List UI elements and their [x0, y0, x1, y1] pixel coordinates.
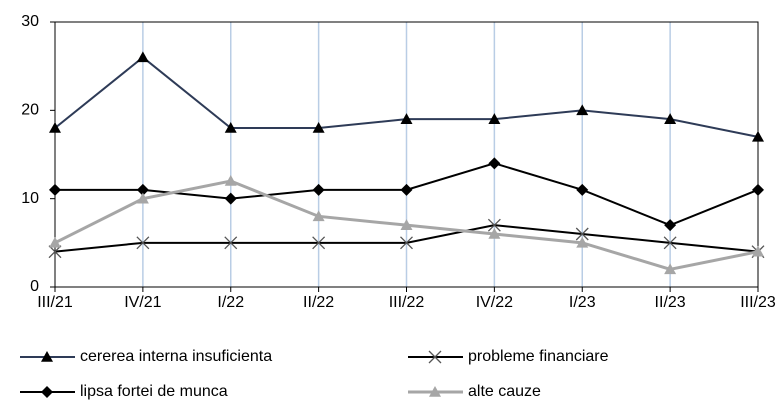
legend-label: cererea interna insuficienta	[80, 348, 272, 365]
x-tick-label: III/23	[740, 294, 776, 311]
point-marker	[400, 236, 413, 250]
point-marker	[752, 130, 764, 142]
point-marker	[488, 228, 501, 239]
y-tick-label: 10	[21, 190, 39, 207]
x-tick-label: IV/22	[476, 294, 513, 311]
point-marker	[664, 219, 677, 232]
y-tick-label: 30	[21, 13, 39, 30]
point-marker	[488, 113, 501, 124]
point-marker	[224, 236, 238, 250]
point-marker	[49, 183, 61, 196]
legend-marker	[429, 386, 441, 397]
point-marker	[664, 113, 677, 124]
point-marker	[312, 183, 325, 196]
point-marker	[575, 227, 589, 241]
point-marker	[400, 183, 413, 196]
point-marker	[663, 236, 677, 250]
x-tick-label: I/23	[569, 294, 596, 311]
point-marker	[487, 218, 501, 232]
point-marker	[400, 219, 413, 230]
point-marker	[136, 236, 150, 250]
point-marker	[224, 175, 237, 186]
point-marker	[136, 192, 149, 204]
point-marker	[312, 210, 325, 222]
point-marker	[136, 183, 149, 196]
x-tick-label: II/23	[655, 294, 686, 311]
x-tick-label: II/22	[303, 294, 334, 311]
x-tick-label: III/22	[389, 294, 425, 311]
point-marker	[48, 245, 62, 259]
legend-marker	[41, 351, 53, 362]
point-marker	[752, 245, 764, 257]
legend-marker	[428, 350, 442, 364]
x-tick-label: III/21	[37, 294, 73, 311]
legend-marker	[41, 386, 53, 398]
point-marker	[312, 236, 326, 250]
legend-label: probleme financiare	[468, 348, 609, 365]
y-tick-label: 20	[21, 102, 39, 119]
legend-label: alte cauze	[468, 383, 541, 400]
point-marker	[312, 122, 325, 133]
point-marker	[576, 183, 589, 196]
legend-label: lipsa fortei de munca	[80, 383, 228, 400]
x-tick-label: IV/21	[124, 294, 161, 311]
point-marker	[49, 122, 61, 133]
point-marker	[224, 122, 237, 133]
point-marker	[576, 104, 589, 116]
point-marker	[488, 157, 501, 170]
point-marker	[576, 236, 589, 248]
point-marker	[400, 113, 413, 124]
point-marker	[49, 236, 61, 248]
point-marker	[664, 263, 677, 275]
point-marker	[752, 183, 764, 196]
x-tick-label: I/22	[217, 294, 244, 311]
y-tick-label: 0	[30, 278, 39, 295]
point-marker	[224, 192, 237, 205]
point-marker	[136, 51, 149, 63]
